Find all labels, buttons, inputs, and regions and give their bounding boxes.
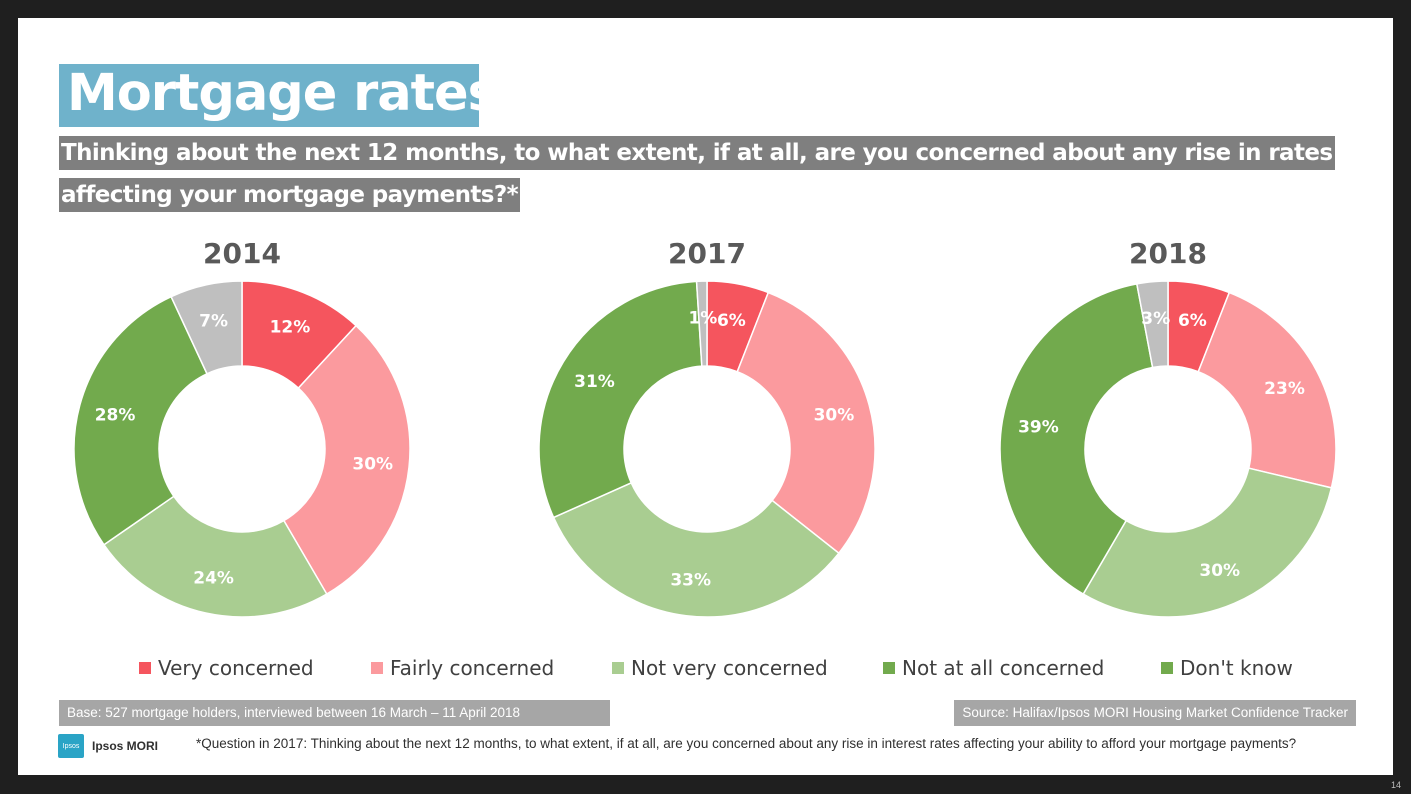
data-label-2017-fairly-concerned: 30% — [814, 406, 855, 426]
legend-label: Not at all concerned — [902, 656, 1105, 680]
legend-item-fairly-concerned: Fairly concerned — [371, 656, 554, 680]
slide-title: Mortgage rates — [67, 64, 498, 123]
data-label-2017-very-concerned: 6% — [717, 311, 746, 331]
base-note: Base: 527 mortgage holders, interviewed … — [59, 700, 610, 726]
legend-label: Don't know — [1180, 656, 1293, 680]
footnote: *Question in 2017: Thinking about the ne… — [196, 736, 1297, 751]
data-label-2014-fairly-concerned: 30% — [352, 454, 393, 474]
legend-item-dont-know: Don't know — [1161, 656, 1293, 680]
slice-2014-fairly-concerned — [282, 324, 411, 596]
data-label-2014-very-concerned: 12% — [270, 318, 311, 338]
ipsos-mori-logo: Ipsos Ipsos MORI — [58, 734, 158, 758]
data-label-2018-not-very-concerned: 30% — [1199, 561, 1240, 581]
page-number: 14 — [1390, 780, 1401, 790]
source-note: Source: Halifax/Ipsos MORI Housing Marke… — [954, 700, 1356, 726]
legend-item-not-very-concerned: Not very concerned — [612, 656, 828, 680]
slice-2017-fairly-concerned — [736, 291, 876, 555]
slice-2014-dont-know — [170, 280, 243, 375]
data-label-2014-not-very-concerned: 24% — [193, 568, 234, 588]
data-label-2018-very-concerned: 6% — [1178, 311, 1207, 331]
data-label-2018-dont-know: 3% — [1141, 309, 1170, 329]
data-label-2018-not-at-all-concerned: 39% — [1018, 418, 1059, 438]
chart-legend: Very concerned Fairly concerned Not very… — [18, 656, 1393, 680]
donut-charts: 2014 12% 30% 24% 28% 7% 2017 6% 30% 33% 31% 1% 2018 6… — [73, 237, 1337, 618]
data-label-2017-not-very-concerned: 33% — [670, 570, 711, 590]
slice-2018-not-at-all-concerned — [999, 283, 1154, 596]
legend-label: Very concerned — [158, 656, 314, 680]
question-line-2: affecting your mortgage payments?* — [59, 178, 521, 212]
question-line-1: Thinking about the next 12 months, to wh… — [59, 136, 1335, 170]
slice-2018-dont-know — [1135, 280, 1169, 369]
legend-swatch-very-concerned — [139, 662, 151, 674]
data-label-2014-dont-know: 7% — [199, 312, 228, 332]
title-banner: Mortgage rates — [59, 64, 498, 127]
legend-swatch-not-very-concerned — [612, 662, 624, 674]
slice-2014-not-at-all-concerned — [73, 295, 208, 546]
data-label-2017-dont-know: 1% — [688, 309, 717, 329]
legend-swatch-fairly-concerned — [371, 662, 383, 674]
data-label-2017-not-at-all-concerned: 31% — [574, 372, 615, 392]
slide: Mortgage rates Thinking about the next 1… — [18, 18, 1393, 775]
legend-label: Fairly concerned — [390, 656, 555, 680]
data-label-2014-not-at-all-concerned: 28% — [95, 406, 136, 426]
chart-title-2014: 2014 — [203, 237, 281, 270]
logo-text: Ipsos MORI — [92, 739, 159, 753]
legend-swatch-dont-know — [1161, 662, 1173, 674]
legend-label: Not very concerned — [631, 656, 828, 680]
legend-item-very-concerned: Very concerned — [139, 656, 314, 680]
slice-2017-not-very-concerned — [552, 481, 840, 618]
legend-swatch-not-at-all-concerned — [883, 662, 895, 674]
slice-2018-not-very-concerned — [1082, 467, 1333, 618]
legend-item-not-at-all-concerned: Not at all concerned — [883, 656, 1104, 680]
slice-2017-not-at-all-concerned — [538, 280, 703, 519]
slice-2017-dont-know — [695, 280, 708, 367]
chart-title-2017: 2017 — [668, 237, 746, 270]
chart-title-2018: 2018 — [1129, 237, 1207, 270]
slice-2014-not-very-concerned — [102, 495, 328, 618]
ipsos-logo-icon: Ipsos — [58, 734, 84, 758]
slice-2018-fairly-concerned — [1197, 291, 1337, 489]
data-label-2018-fairly-concerned: 23% — [1264, 379, 1305, 399]
